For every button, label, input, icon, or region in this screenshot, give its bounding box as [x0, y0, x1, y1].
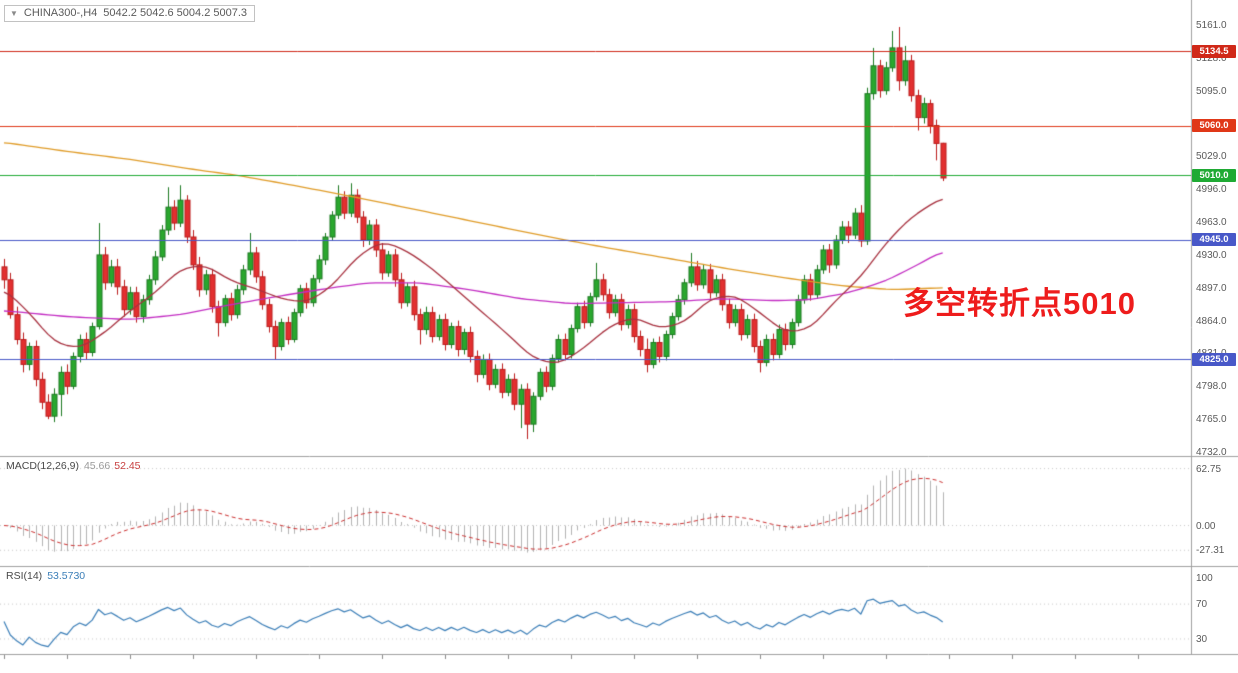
symbol-ohlc-values: 5042.2 5042.6 5004.2 5007.3: [103, 7, 248, 19]
symbol-info: ▼ CHINA300-,H4 5042.2 5042.6 5004.2 5007…: [4, 5, 256, 22]
annotation-text[interactable]: 多空转折点5010: [903, 286, 1136, 321]
collapse-chart-arrow-icon[interactable]: ▼: [10, 8, 18, 18]
symbol-name: CHINA300-,H4: [23, 7, 98, 19]
